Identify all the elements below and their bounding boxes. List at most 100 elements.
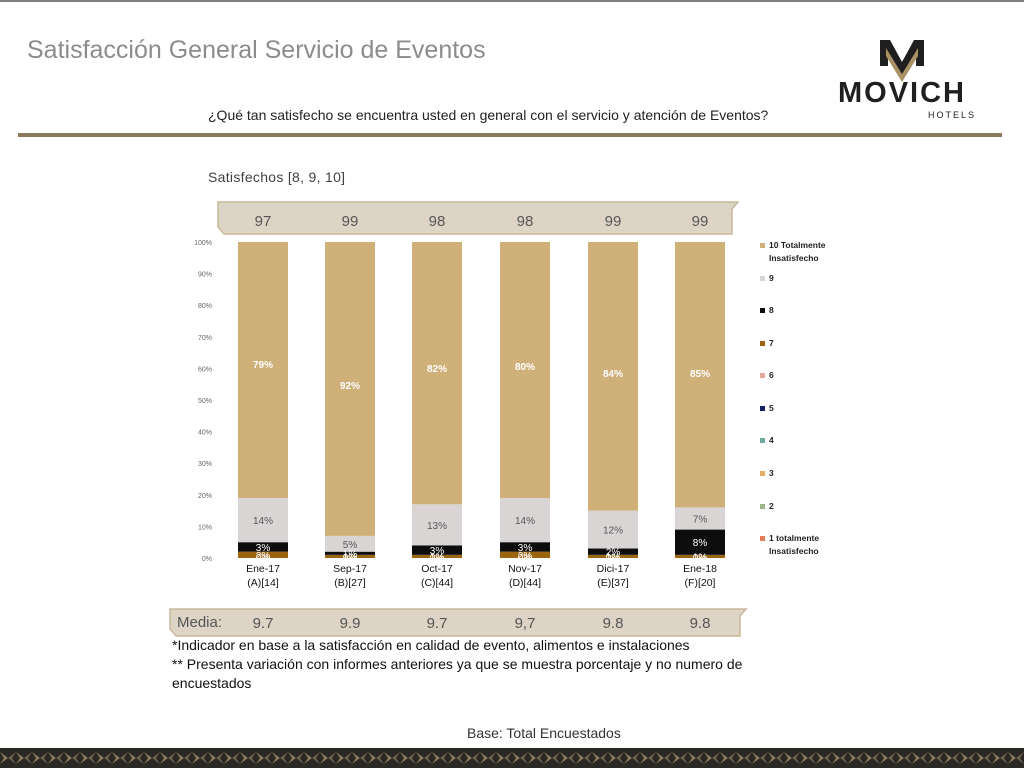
data-label-8: 1% [343, 549, 358, 560]
media-banner [169, 608, 748, 637]
logo-sub-text: HOTELS [928, 110, 976, 120]
note-line-2: ** Presenta variación con informes anter… [172, 656, 743, 691]
y-tick-label: 80% [198, 303, 212, 310]
y-tick-label: 50% [198, 398, 212, 405]
bar-segment-10 [238, 242, 288, 498]
data-label-7: 1% [430, 552, 445, 563]
data-label-9: 5% [343, 540, 358, 551]
legend-swatch-4 [760, 438, 765, 443]
bar-segment-10 [325, 242, 375, 536]
legend-swatch-6 [760, 373, 765, 378]
data-label-9: 12% [603, 526, 623, 537]
data-label-7: 1% [606, 552, 621, 563]
bar-segment-7 [500, 551, 550, 558]
legend-swatch-3 [760, 471, 765, 476]
data-label-8: 3% [256, 543, 271, 554]
data-label-8: 2% [606, 548, 621, 559]
bar-segment-9 [500, 497, 550, 543]
data-label-10: 84% [603, 369, 623, 380]
satisfied-value: 99 [605, 213, 622, 230]
satisfied-value: 99 [692, 213, 709, 230]
legend-swatch-10 [760, 243, 765, 248]
base-footnote: Base: Total Encuestados [467, 725, 621, 741]
category-label: Dici-17 [597, 563, 630, 575]
survey-question: ¿Qué tan satisfecho se encuentra usted e… [208, 107, 769, 123]
legend-label-7: 7 [769, 338, 774, 348]
bar-segment-9 [588, 510, 638, 549]
data-label-1: 0% [606, 553, 621, 564]
stacked-bar-chart: Media:0%10%20%30%40%50%60%70%80%90%100%7… [169, 201, 826, 637]
media-value: 9,7 [515, 615, 536, 632]
category-sublabel: (B)[27] [334, 577, 366, 589]
movich-logo: MOVICH HOTELS [838, 40, 976, 120]
y-tick-label: 30% [198, 461, 212, 468]
data-label-9: 14% [253, 516, 273, 527]
bar-segment-7 [412, 554, 462, 558]
data-label-1: 0% [693, 553, 708, 564]
legend-label-2: 2 [769, 501, 774, 511]
legend-swatch-9 [760, 276, 765, 281]
bar-segment-9 [325, 535, 375, 552]
legend-label-8: 8 [769, 305, 774, 315]
data-label-9: 13% [427, 521, 447, 532]
y-tick-label: 0% [202, 556, 212, 563]
note-line-1: *Indicador en base a la satisfacción en … [172, 637, 690, 653]
legend-label-9: 9 [769, 273, 774, 283]
y-tick-label: 100% [194, 240, 212, 247]
category-sublabel: (C)[44] [421, 577, 453, 589]
data-label-7: 2% [518, 551, 533, 562]
bar-segment-8 [238, 542, 288, 552]
bar-segment-7 [238, 551, 288, 558]
satisfied-value: 99 [342, 213, 359, 230]
y-tick-label: 70% [198, 335, 212, 342]
data-label-1: 0% [256, 553, 271, 564]
category-label: Nov-17 [508, 563, 542, 575]
satisfied-value: 98 [517, 213, 534, 230]
notes: *Indicador en base a la satisfacción en … [172, 636, 792, 693]
data-label-9: 14% [515, 516, 535, 527]
y-tick-label: 40% [198, 430, 212, 437]
bar-segment-7 [675, 554, 725, 558]
data-label-10: 79% [253, 360, 273, 371]
data-label-8: 8% [693, 538, 708, 549]
page-title: Satisfacción General Servicio de Eventos [27, 36, 486, 64]
bar-segment-10 [412, 242, 462, 505]
legend-label-4: 4 [769, 435, 774, 445]
media-label: Media: [177, 614, 222, 631]
data-label-1: 0% [518, 553, 533, 564]
bar-segment-10 [500, 242, 550, 498]
category-label: Ene-17 [246, 563, 280, 575]
data-label-7: 1% [343, 552, 358, 563]
data-label-9: 7% [693, 515, 708, 526]
data-label-1: 0% [343, 553, 358, 564]
y-tick-label: 90% [198, 272, 212, 279]
data-label-8: 3% [430, 546, 445, 557]
y-tick-label: 20% [198, 493, 212, 500]
legend-swatch-5 [760, 406, 765, 411]
chart-subtitle: Satisfechos [8, 9, 10] [208, 169, 346, 185]
data-label-7: 1% [693, 552, 708, 563]
bar-segment-10 [588, 242, 638, 511]
header-rule [18, 133, 1002, 137]
logo-m-mark-icon [880, 40, 924, 82]
bar-segment-7 [325, 554, 375, 558]
top-border-line [0, 0, 1024, 2]
y-tick-label: 60% [198, 366, 212, 373]
bar-segment-9 [675, 507, 725, 530]
category-label: Sep-17 [333, 563, 367, 575]
data-label-7: 2% [256, 551, 271, 562]
category-sublabel: (A)[14] [247, 577, 279, 589]
category-label: Ene-18 [683, 563, 717, 575]
satisfied-value: 98 [429, 213, 446, 230]
data-label-10: 85% [690, 369, 710, 380]
data-label-1: 0% [430, 553, 445, 564]
bar-segment-7 [588, 554, 638, 558]
legend-label-3: 3 [769, 468, 774, 478]
legend-swatch-1 [760, 536, 765, 541]
category-sublabel: (E)[37] [597, 577, 629, 589]
bar-segment-8 [675, 529, 725, 555]
category-sublabel: (D)[44] [509, 577, 541, 589]
legend-swatch-2 [760, 504, 765, 509]
bar-segment-9 [412, 504, 462, 546]
media-value: 9.9 [340, 615, 361, 632]
